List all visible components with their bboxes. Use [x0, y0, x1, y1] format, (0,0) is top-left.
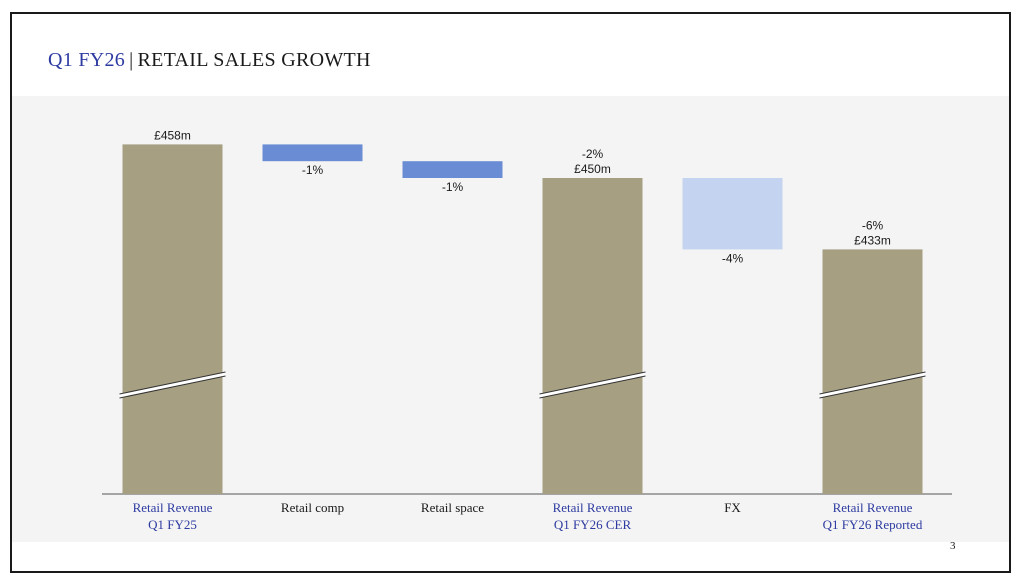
category-label-4-0: FX	[724, 500, 741, 515]
category-label-3-0: Retail Revenue	[553, 500, 633, 515]
title-text: RETAIL SALES GROWTH	[137, 49, 371, 71]
waterfall-chart: £458m Retail Revenue Q1 FY25 -1% Retail comp…	[102, 128, 952, 532]
data-label-value-3: £450m	[574, 162, 611, 176]
slide-title: Q1 FY26 | RETAIL SALES GROWTH	[48, 46, 371, 74]
axis-break-line-bottom-5	[819, 375, 926, 399]
category-label-0-1: Q1 FY25	[148, 517, 197, 532]
page-number: 3	[950, 540, 956, 552]
bar-0	[122, 144, 223, 494]
data-label-value-0: £458m	[154, 128, 191, 142]
bar-5	[822, 249, 923, 494]
category-label-2-0: Retail space	[421, 500, 484, 515]
data-label-4: -4%	[722, 251, 744, 265]
bar-4	[682, 178, 783, 250]
axis-break-line-top-3	[539, 371, 646, 395]
data-label-pct-3: -2%	[582, 147, 604, 161]
axis-break-gap-3	[539, 372, 646, 398]
bar-1	[262, 144, 363, 162]
category-label-0-0: Retail Revenue	[133, 500, 213, 515]
axis-break-line-top-5	[819, 371, 926, 395]
data-label-1: -1%	[302, 163, 324, 177]
chart-panel: £458m Retail Revenue Q1 FY25 -1% Retail comp…	[12, 96, 1009, 542]
bar-2	[402, 161, 503, 178]
category-label-3-1: Q1 FY26 CER	[554, 517, 632, 532]
category-label-1-0: Retail comp	[281, 500, 344, 515]
axis-break-gap-5	[819, 372, 926, 398]
data-label-pct-5: -6%	[862, 218, 884, 232]
title-period: Q1 FY26	[48, 49, 126, 71]
category-label-5-0: Retail Revenue	[833, 500, 913, 515]
data-label-2: -1%	[442, 180, 464, 194]
title-separator: |	[129, 49, 134, 71]
data-label-value-5: £433m	[854, 233, 891, 247]
category-label-5-1: Q1 FY26 Reported	[823, 517, 923, 532]
axis-break-line-bottom-3	[539, 375, 646, 399]
axis-break-line-top-0	[119, 371, 226, 395]
axis-break-gap-0	[119, 372, 226, 398]
axis-break-line-bottom-0	[119, 375, 226, 399]
bar-3	[542, 178, 643, 494]
